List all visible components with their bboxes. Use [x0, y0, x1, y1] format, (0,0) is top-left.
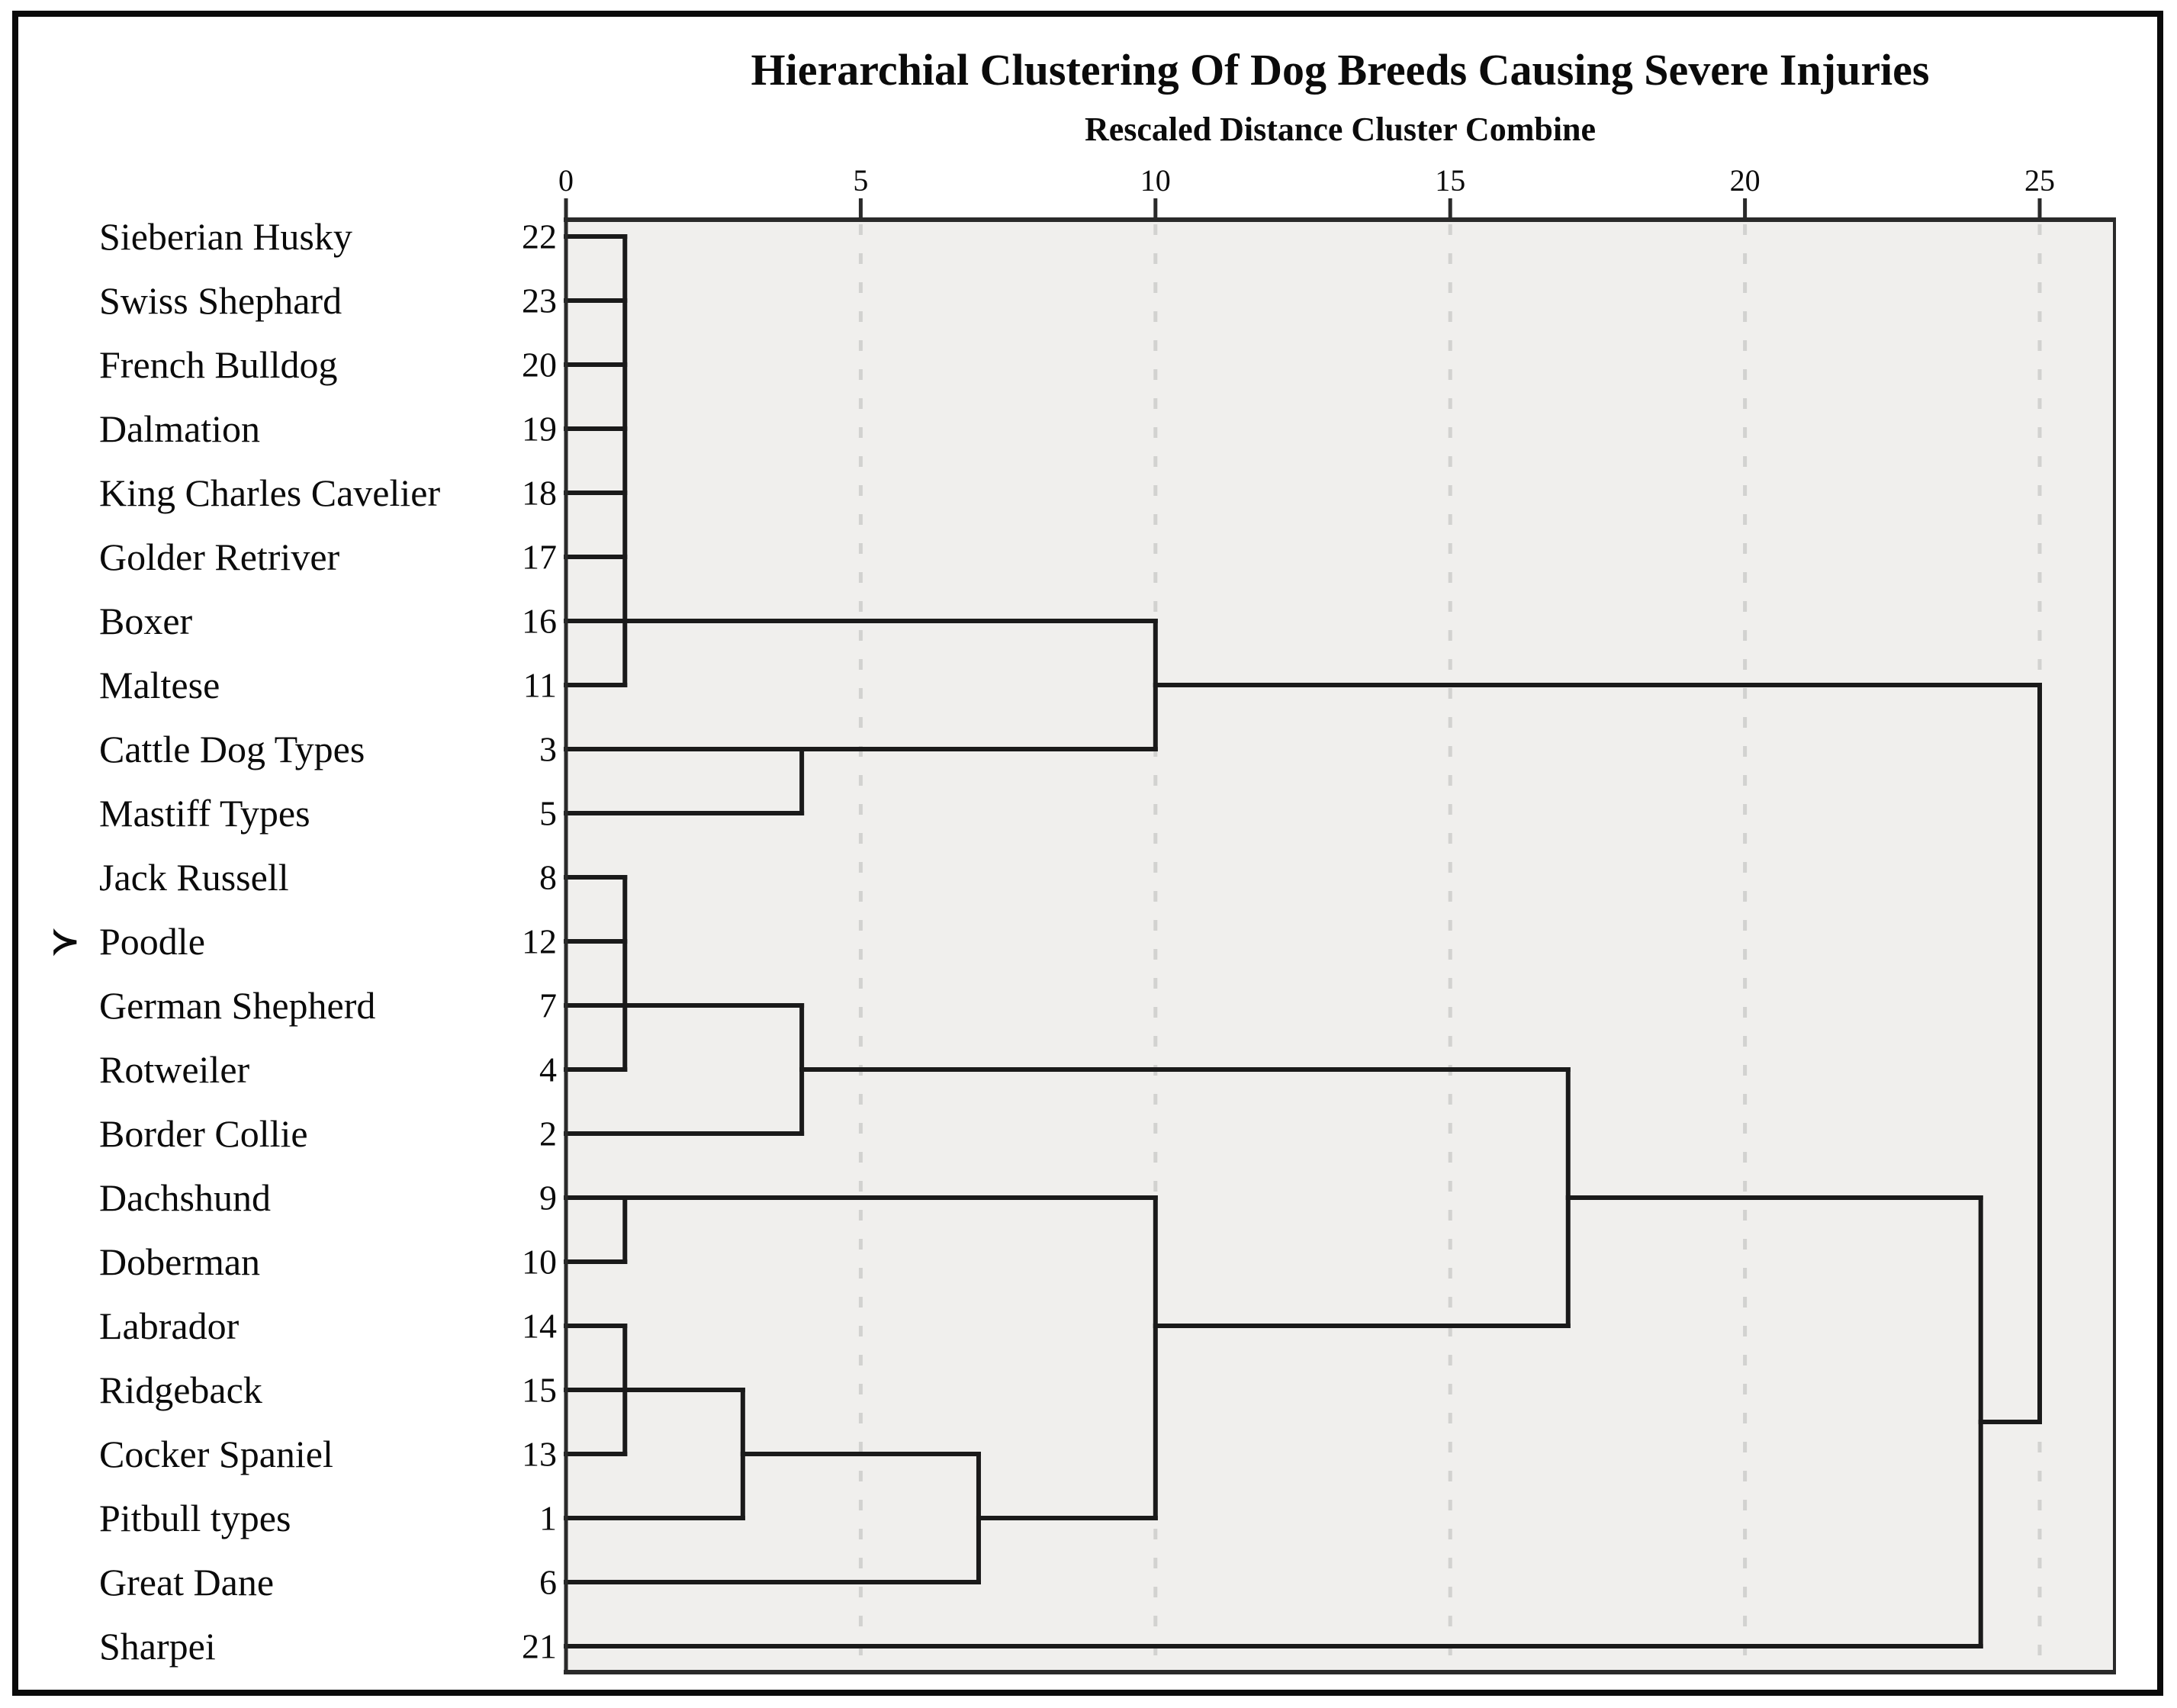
case-number-label: 1 — [539, 1499, 557, 1538]
case-number-label: 7 — [539, 986, 557, 1025]
breed-label: Pitbull types — [99, 1497, 291, 1539]
breed-label: Rotweiler — [99, 1048, 250, 1091]
case-number-label: 16 — [522, 602, 557, 641]
breed-label: Dalmation — [99, 407, 260, 450]
breed-label: French Bulldog — [99, 343, 337, 386]
breed-label: Boxer — [99, 600, 193, 642]
case-number-label: 11 — [523, 666, 557, 705]
case-number-label: 14 — [522, 1307, 557, 1346]
axis-tick-label: 5 — [853, 163, 868, 198]
axis-tick-label: 25 — [2024, 163, 2055, 198]
breed-label: Border Collie — [99, 1112, 308, 1155]
breed-label: King Charles Cavelier — [99, 471, 440, 514]
case-number-label: 5 — [539, 794, 557, 833]
breed-label: Doberman — [99, 1240, 260, 1283]
breed-label: Sharpei — [99, 1625, 216, 1668]
axis-tick-label: 10 — [1140, 163, 1171, 198]
case-number-label: 8 — [539, 858, 557, 897]
case-number-label: 12 — [522, 922, 557, 961]
case-number-label: 4 — [539, 1050, 557, 1089]
breed-label: Poodle — [99, 920, 205, 963]
case-number-label: 19 — [522, 410, 557, 449]
case-number-label: 18 — [522, 474, 557, 513]
breed-label: Cocker Spaniel — [99, 1433, 333, 1475]
breed-label: Labrador — [99, 1304, 240, 1347]
axis-tick-label: 20 — [1730, 163, 1761, 198]
case-number-label: 10 — [522, 1243, 557, 1282]
case-number-label: 17 — [522, 538, 557, 577]
breed-label: Mastiff Types — [99, 792, 310, 835]
axis-tick-label: 15 — [1435, 163, 1465, 198]
breed-label: Ridgeback — [99, 1369, 262, 1411]
breed-label: Golder Retriver — [99, 536, 340, 578]
breed-label: Maltese — [99, 664, 220, 706]
chart-subtitle: Rescaled Distance Cluster Combine — [1084, 111, 1597, 148]
chart-title: Hierarchial Clustering Of Dog Breeds Cau… — [751, 45, 1930, 95]
row-cursor-icon: ≻ — [50, 922, 80, 961]
case-number-label: 13 — [522, 1435, 557, 1474]
case-number-label: 23 — [522, 281, 557, 320]
case-number-label: 21 — [522, 1627, 557, 1666]
case-number-label: 2 — [539, 1115, 557, 1153]
case-number-label: 15 — [522, 1371, 557, 1410]
plot-area — [566, 220, 2114, 1672]
case-number-label: 20 — [522, 346, 557, 384]
breed-label: Cattle Dog Types — [99, 728, 365, 770]
breed-label: Swiss Shephard — [99, 279, 342, 322]
breed-label: Jack Russell — [99, 856, 289, 899]
breed-label: German Shepherd — [99, 984, 375, 1027]
case-number-label: 22 — [522, 217, 557, 256]
breed-label: Great Dane — [99, 1561, 274, 1603]
case-number-label: 9 — [539, 1179, 557, 1217]
axis-tick-label: 0 — [558, 163, 574, 198]
breed-label: Sieberian Husky — [99, 215, 352, 258]
case-number-label: 3 — [539, 730, 557, 769]
case-number-label: 6 — [539, 1563, 557, 1602]
breed-label: Dachshund — [99, 1176, 271, 1219]
